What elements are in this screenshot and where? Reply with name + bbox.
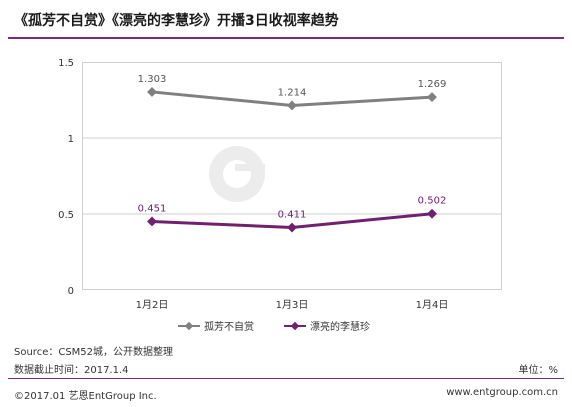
data-point — [147, 86, 157, 97]
x-tick-label: 1月3日 — [276, 299, 309, 311]
legend-item-series-1: 孤芳不自赏 — [178, 318, 254, 333]
title-divider — [8, 37, 564, 39]
y-tick-label: 0 — [68, 286, 74, 297]
data-point — [287, 222, 297, 233]
data-point — [287, 100, 297, 111]
data-label: 0.451 — [138, 203, 167, 214]
x-tick-label: 1月4日 — [416, 299, 449, 311]
legend-label-series-1: 孤芳不自赏 — [204, 322, 254, 333]
website-link[interactable]: www.entgroup.com.cn — [446, 387, 558, 398]
legend: 孤芳不自赏 漂亮的李慧珍 — [178, 318, 370, 333]
y-tick-label: 1 — [68, 134, 74, 145]
data-point — [427, 208, 437, 219]
y-tick-label: 0.5 — [58, 210, 74, 221]
source-note: Source：CSM52城，公开数据整理 — [14, 347, 174, 358]
data-label: 0.411 — [278, 210, 307, 221]
data-label: 1.303 — [138, 74, 167, 85]
data-point — [147, 216, 157, 227]
data-label: 1.214 — [278, 87, 307, 98]
plot-area — [82, 62, 502, 290]
unit-note: 单位：% — [518, 365, 558, 376]
data-cutoff-note: 数据截止时间：2017.1.4 — [14, 365, 129, 376]
legend-item-series-2: 漂亮的李慧珍 — [284, 318, 370, 333]
copyright: ©2017.01 艺恩EntGroup Inc. — [14, 391, 157, 402]
data-point — [427, 92, 437, 103]
legend-label-series-2: 漂亮的李慧珍 — [310, 322, 370, 333]
legend-swatch-purple — [284, 321, 306, 331]
chart-title: 《孤芳不自赏》《漂亮的李慧珍》开播3日收视率趋势 — [14, 13, 339, 29]
y-tick-label: 1.5 — [58, 58, 74, 69]
data-label: 1.269 — [418, 79, 447, 90]
x-tick-label: 1月2日 — [136, 299, 169, 311]
footer-divider — [8, 378, 564, 379]
data-label: 0.502 — [418, 196, 447, 207]
legend-swatch-gray — [178, 321, 200, 331]
